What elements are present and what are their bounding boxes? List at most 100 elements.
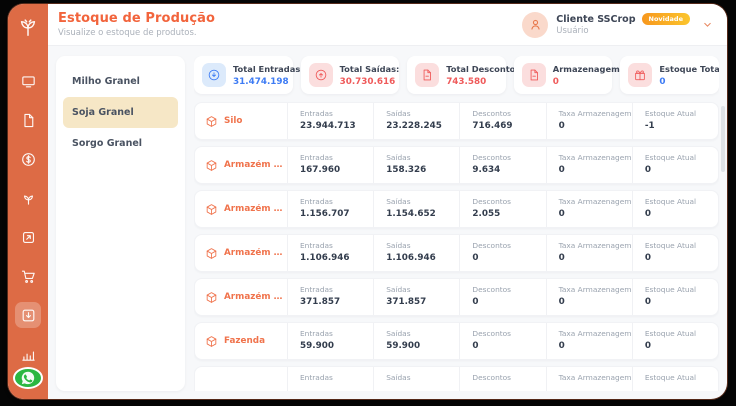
- card-total-descontos: Total Descontos: 743.580: [407, 56, 524, 94]
- col-header: Saídas: [386, 197, 411, 206]
- bar-chart-icon[interactable]: [15, 341, 41, 367]
- gift-box-icon: [628, 63, 653, 87]
- avatar: [522, 11, 549, 38]
- user-menu[interactable]: Cliente SSCrop Novidade Usuário: [522, 11, 713, 38]
- chevron-down-icon[interactable]: [702, 15, 713, 34]
- file-icon: [415, 63, 440, 87]
- col-header: Taxa Armazenagem: [558, 373, 632, 382]
- user-name: Cliente SSCrop: [556, 13, 636, 25]
- arrow-up-circle-icon: [308, 63, 333, 87]
- product-item-milho-granel[interactable]: Milho Granel: [72, 76, 140, 87]
- col-header: Taxa Armazenagem: [558, 241, 632, 250]
- warehouse-name: Armazém Cliente...: [224, 248, 287, 258]
- warehouse-name: Fazenda: [224, 336, 266, 346]
- monitor-icon[interactable]: [15, 68, 41, 94]
- col-header: Descontos: [472, 373, 512, 382]
- title-block: Estoque de Produção Visualize o estoque …: [58, 11, 215, 38]
- col-header: Saídas: [386, 285, 411, 294]
- product-item-sorgo-granel[interactable]: Sorgo Granel: [72, 138, 143, 149]
- user-text: Cliente SSCrop Novidade Usuário: [556, 13, 690, 36]
- whatsapp-icon[interactable]: [13, 367, 43, 389]
- cell-value: 0: [644, 341, 651, 351]
- col-header: Taxa Armazenagem: [558, 197, 632, 206]
- package-icon: [206, 335, 217, 347]
- card-label: Armazenagem:: [552, 63, 624, 74]
- package-icon: [206, 159, 217, 171]
- warehouse-name: Armazém Cliente...: [224, 292, 287, 302]
- col-header: Entradas: [300, 197, 333, 206]
- dollar-circle-icon[interactable]: [15, 146, 41, 172]
- card-estoque-total: Estoque Total: 0: [620, 56, 719, 94]
- col-header: Entradas: [300, 285, 333, 294]
- package-icon: [206, 115, 217, 127]
- cart-icon[interactable]: [15, 263, 41, 289]
- user-role: Usuário: [556, 26, 589, 36]
- col-header: Taxa Armazenagem: [558, 329, 632, 338]
- col-header: Estoque Atual: [644, 109, 697, 118]
- box-out-icon[interactable]: [15, 224, 41, 250]
- scrollbar[interactable]: [721, 106, 725, 172]
- cell-value: 0: [644, 165, 651, 175]
- box-download-icon[interactable]: [15, 302, 41, 328]
- card-label: Total Entradas:: [233, 63, 304, 74]
- cell-value: 0: [558, 165, 565, 175]
- main-area: Estoque de Produção Visualize o estoque …: [48, 4, 727, 399]
- page-header: Estoque de Produção Visualize o estoque …: [48, 4, 727, 46]
- col-header: Descontos: [472, 329, 512, 338]
- page-title: Estoque de Produção: [58, 11, 216, 26]
- col-header: Saídas: [386, 329, 411, 338]
- product-item-soja-granel[interactable]: Soja Granel: [63, 97, 178, 128]
- cell-value: 0: [644, 253, 651, 263]
- cell-value: 1.106.946: [300, 253, 350, 263]
- card-value: 743.580: [446, 76, 487, 87]
- table-row-silo[interactable]: Silo Entradas 23.944.713 Saídas 23.228.245…: [194, 102, 719, 140]
- table-row-partial[interactable]: Entradas Saídas Descontos Taxa Armazenag…: [194, 366, 719, 391]
- col-header: Estoque Atual: [644, 153, 697, 162]
- cell-value: 0: [472, 253, 479, 263]
- cell-value: 0: [558, 341, 565, 351]
- table-row-fazenda[interactable]: Fazenda Entradas 59.900 Saídas 59.900 Desc…: [194, 322, 719, 360]
- card-label: Total Saídas:: [339, 63, 400, 74]
- col-header: Saídas: [386, 373, 411, 382]
- cell-value: 1.154.652: [386, 209, 436, 219]
- card-value: 30.730.616: [339, 76, 396, 87]
- content-area: Milho Granel Soja Granel Sorgo Granel To…: [48, 46, 727, 399]
- col-header: Descontos: [472, 197, 512, 206]
- page-subtitle: Visualize o estoque de produtos.: [58, 28, 197, 38]
- card-value: 0: [552, 76, 559, 87]
- cell-value: 0: [644, 209, 651, 219]
- col-header: Entradas: [300, 373, 333, 382]
- summary-cards: Total Entradas: 31.474.198 Total Saídas:…: [194, 56, 719, 94]
- icon-rail: [8, 4, 48, 399]
- cell-value: 2.055: [472, 209, 501, 219]
- rail-nav: [15, 68, 41, 367]
- cell-value: 0: [472, 341, 479, 351]
- document-icon[interactable]: [15, 107, 41, 133]
- warehouse-name: Silo: [224, 116, 243, 126]
- warehouse-name: Armazém Cliente...: [224, 160, 287, 170]
- col-header: Descontos: [472, 109, 512, 118]
- col-header: Descontos: [472, 153, 512, 162]
- table-row-armazem-cliente-4[interactable]: Armazém Cliente... Entradas 371.857 Saída…: [194, 278, 719, 316]
- cell-value: 371.857: [386, 297, 427, 307]
- col-header: Descontos: [472, 241, 512, 250]
- warehouse-table: Silo Entradas 23.944.713 Saídas 23.228.245…: [194, 102, 719, 391]
- table-row-armazem-cliente-3[interactable]: Armazém Cliente... Entradas 1.106.946 Saí…: [194, 234, 719, 272]
- novidade-badge: Novidade: [641, 13, 690, 25]
- cell-value: 716.469: [472, 121, 513, 131]
- app-window: Estoque de Produção Visualize o estoque …: [8, 4, 727, 399]
- col-header: Saídas: [386, 109, 411, 118]
- cell-value: 0: [558, 209, 565, 219]
- package-icon: [206, 203, 217, 215]
- cell-value: 23.228.245: [386, 121, 442, 131]
- table-row-armazem-cliente-2[interactable]: Armazém Cliente... Entradas 1.156.707 Saí…: [194, 190, 719, 228]
- cell-value: 1.106.946: [386, 253, 436, 263]
- plant-icon[interactable]: [15, 185, 41, 211]
- table-row-armazem-cliente-1[interactable]: Armazém Cliente... Entradas 167.960 Saída…: [194, 146, 719, 184]
- cell-value: 0: [558, 253, 565, 263]
- cell-value: 1.156.707: [300, 209, 350, 219]
- sprout-icon: [17, 16, 39, 38]
- arrow-down-circle-icon: [202, 63, 226, 87]
- col-header: Entradas: [300, 109, 333, 118]
- cell-value: 0: [558, 297, 565, 307]
